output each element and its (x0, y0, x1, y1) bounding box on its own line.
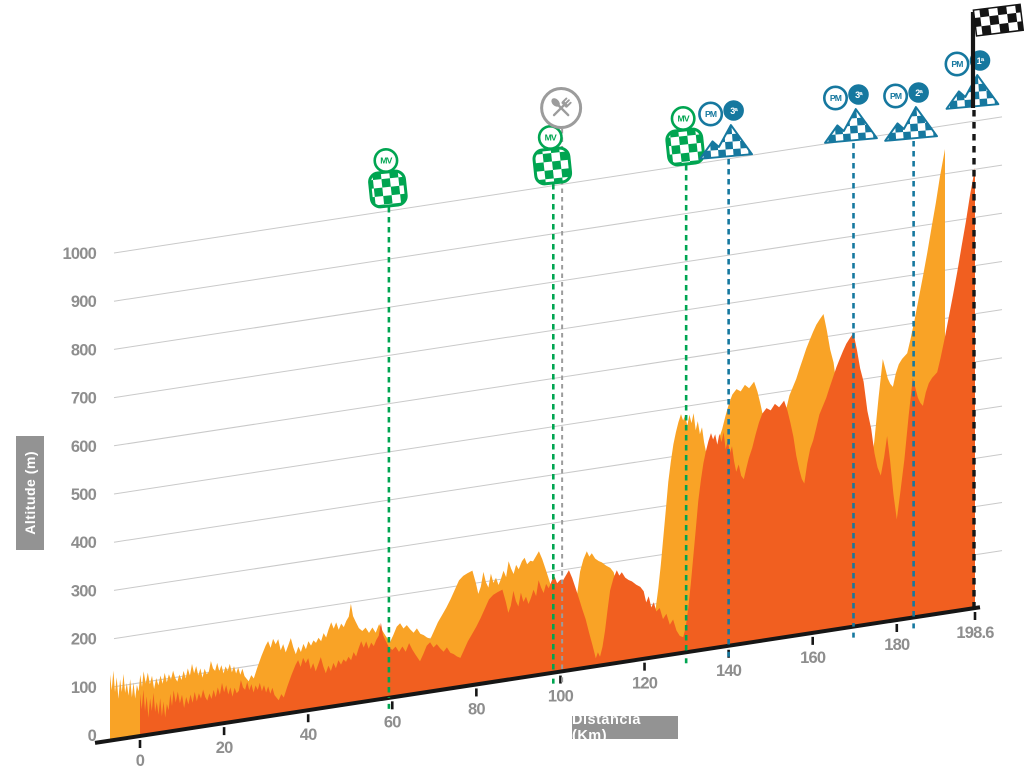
pm-badge-label: PM (705, 109, 717, 119)
category-badge (723, 100, 744, 121)
altitude-axis-label: Altitude (m) (22, 451, 38, 535)
pm-badge (883, 83, 909, 109)
mountain-prize-icon (884, 106, 938, 142)
category-badge-label: 3ª (730, 106, 738, 116)
x-axis-tick-label: 180 (884, 636, 910, 654)
pm-badge-label: PM (830, 93, 842, 103)
gridline (113, 260, 1003, 399)
pm-badge-label: PM (951, 59, 963, 69)
y-axis-tick-label: 1000 (62, 245, 96, 263)
marker-icons: MV MV MV PM 3ª PM 3ª PM 2ª PM 1ª (368, 3, 1024, 209)
pm-badge (698, 101, 724, 127)
distance-axis-label-box: Distância (Km) (572, 712, 678, 744)
mountain-prize-icon (824, 108, 878, 144)
x-axis-tick-label: 198.6 (956, 624, 994, 642)
y-axis-tick-label: 200 (71, 631, 97, 649)
x-axis-tick-label: 160 (800, 649, 826, 667)
mv-badge (537, 125, 563, 151)
x-axis-tick-label: 120 (632, 675, 658, 693)
pm-badge-label: PM (890, 91, 902, 101)
y-axis-tick-label: 0 (88, 727, 97, 745)
intermediate-sprint-icon (665, 127, 705, 167)
fork-spoon-icon (551, 97, 572, 117)
x-axis: 0 20 40 60 80 100 120 140 160 180 198.6 (136, 612, 995, 770)
x-axis-baseline (94, 605, 981, 745)
x-axis-tick-label: 0 (136, 752, 145, 770)
intermediate-sprint-icon (532, 146, 573, 186)
category-badge (848, 84, 869, 105)
gridline (113, 309, 1003, 447)
y-axis-tick-label: 500 (71, 486, 97, 504)
x-axis-tick-label: 60 (384, 713, 401, 731)
y-gridlines: 0 100 200 300 400 500 600 700 800 900 1000 (62, 116, 1003, 745)
y-axis-tick-label: 300 (71, 582, 97, 600)
pm-badge (822, 85, 848, 111)
gridline (113, 212, 1003, 350)
y-axis-tick-label: 900 (71, 293, 97, 311)
category-badge-label: 1ª (977, 56, 985, 66)
x-axis-tick-label: 40 (300, 726, 317, 744)
y-axis-tick-label: 700 (71, 390, 97, 408)
mv-badge (670, 106, 696, 132)
distance-axis-label: Distância (Km) (572, 711, 641, 744)
y-axis-tick-label: 100 (71, 679, 97, 697)
finish-flag-icon (972, 3, 1024, 37)
mv-badge-label: MV (545, 133, 557, 143)
gridline (113, 164, 1003, 302)
altitude-axis-label-box: Altitude (m) (16, 436, 44, 550)
category-badge-label: 3ª (855, 90, 863, 100)
x-axis-tick-label: 140 (716, 662, 742, 680)
intermediate-sprint-icon (368, 169, 408, 209)
elevation-area-front (140, 168, 975, 736)
pm-badge (944, 51, 970, 77)
marker-lines (387, 110, 976, 709)
mv-badge-label: MV (678, 114, 690, 124)
x-axis-tick-label: 80 (468, 700, 485, 718)
mountain-prize-icon (699, 124, 753, 160)
mv-badge (373, 148, 399, 174)
x-axis-tick-label: 100 (548, 688, 574, 706)
category-badge (908, 82, 929, 103)
x-axis-tick-label: 20 (216, 739, 233, 757)
mv-badge-label: MV (380, 156, 392, 166)
category-badge-label: 2ª (915, 88, 923, 98)
y-axis-tick-label: 400 (71, 534, 97, 552)
y-axis-tick-label: 600 (71, 438, 97, 456)
y-axis-tick-label: 800 (71, 341, 97, 359)
